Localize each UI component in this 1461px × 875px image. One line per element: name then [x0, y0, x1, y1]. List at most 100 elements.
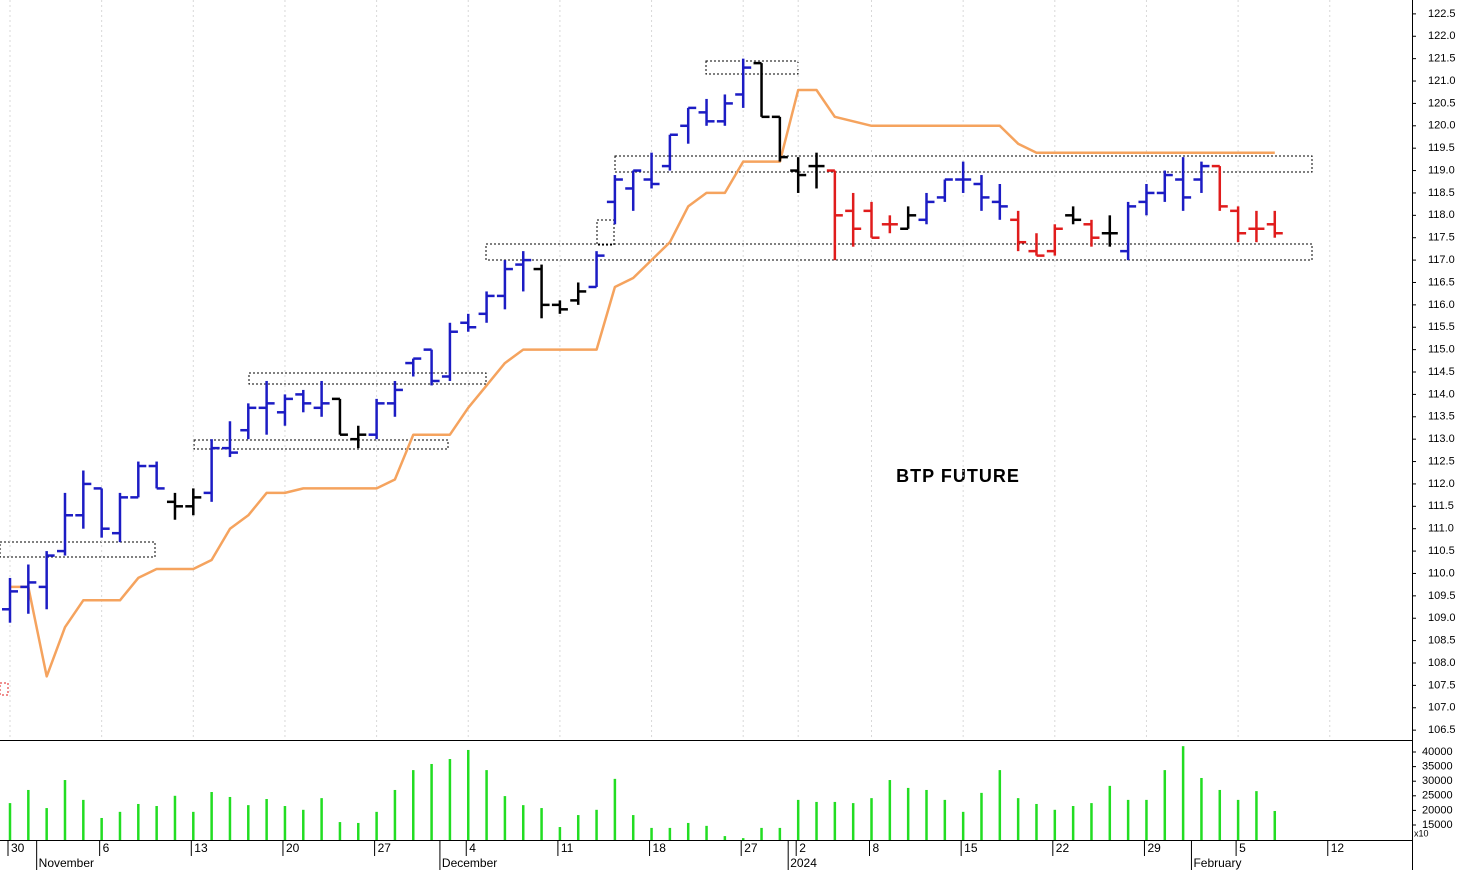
- volume-bar: [686, 822, 690, 840]
- ohlc-bar: [955, 161, 972, 193]
- ohlc-bar: [680, 106, 697, 144]
- volume-bar: [485, 770, 488, 840]
- y-tick-label: 107.0: [1428, 702, 1456, 714]
- volume-bar: [595, 809, 598, 840]
- volume-bar: [870, 798, 873, 840]
- ohlc-bar: [936, 178, 953, 202]
- ohlc-bar: [20, 564, 37, 614]
- ohlc-bar: [1138, 183, 1155, 216]
- volume-bar: [1200, 777, 1203, 840]
- volume-bar: [943, 799, 947, 840]
- y-tick-label: 30000: [1422, 775, 1453, 787]
- y-tick-label: 15000: [1422, 819, 1453, 831]
- y-tick-label: 111.5: [1428, 500, 1454, 512]
- volume-bar: [8, 803, 12, 840]
- range-box: [596, 219, 615, 246]
- x-tick-label: 18: [653, 841, 667, 855]
- y-tick-label: 114.5: [1428, 366, 1455, 378]
- ohlc-bar: [735, 58, 752, 108]
- volume-bar: [576, 815, 580, 840]
- volume-bar: [1255, 791, 1258, 840]
- volume-bar: [338, 822, 342, 840]
- y-tick-label: 118.0: [1428, 209, 1455, 221]
- ohlc-bar: [1248, 210, 1265, 243]
- volume-bar: [760, 827, 763, 840]
- ohlc-bar: [240, 403, 257, 440]
- ohlc-bar: [1046, 224, 1063, 256]
- ohlc-bar: [973, 175, 990, 211]
- ohlc-bar: [1010, 210, 1027, 252]
- ohlc-bar: [148, 461, 165, 490]
- ohlc-bar: [423, 348, 440, 386]
- x-tick-label: 27: [378, 841, 392, 855]
- ohlc-bar: [533, 264, 550, 319]
- range-box: [193, 439, 449, 450]
- ohlc-bar: [203, 439, 220, 502]
- y-tick-label: 113.0: [1428, 433, 1455, 445]
- y-tick-label: 115.5: [1428, 321, 1455, 333]
- volume-bar: [1090, 803, 1093, 840]
- y-tick-label: 111.0: [1428, 523, 1454, 535]
- ohlc-bar: [753, 61, 770, 119]
- y-tick-label: 110.5: [1428, 545, 1455, 557]
- x-tick-label: 29: [1147, 841, 1161, 855]
- ohlc-bar: [845, 192, 862, 247]
- volume-bar: [247, 805, 250, 840]
- volume-bar: [100, 817, 103, 840]
- y-tick-label: 119.5: [1428, 142, 1455, 154]
- y-tick-label: 109.0: [1428, 612, 1456, 624]
- volume-bar: [521, 805, 525, 840]
- ohlc-bar: [570, 282, 587, 305]
- volume-bar: [265, 799, 268, 840]
- y-tick-label: 110.0: [1428, 567, 1455, 579]
- x-tick-label: 12: [1331, 841, 1345, 855]
- volume-bar: [173, 795, 177, 840]
- ohlc-bar: [881, 215, 898, 234]
- ohlc-bar: [313, 380, 330, 417]
- volume-bar: [430, 763, 433, 840]
- ohlc-bar: [460, 313, 477, 332]
- volume-bar: [82, 799, 85, 840]
- y-tick-label: 116.5: [1428, 276, 1455, 288]
- ohlc-bar: [38, 551, 55, 610]
- range-box: [0, 541, 156, 558]
- ohlc-bar: [93, 487, 110, 538]
- x-tick-label: 5: [1239, 841, 1246, 855]
- volume-bar: [650, 827, 653, 840]
- ohlc-bar: [1230, 206, 1247, 243]
- volume-bar: [448, 759, 452, 840]
- x-tick-label: 27: [744, 841, 758, 855]
- ohlc-bar: [350, 425, 367, 449]
- x-tick-label: 15: [964, 841, 978, 855]
- range-box: [485, 243, 1313, 261]
- ohlc-bar: [808, 152, 825, 189]
- volume-bar: [540, 808, 543, 840]
- x-tick-label: 4: [469, 841, 476, 855]
- ohlc-bar: [551, 300, 568, 314]
- ohlc-bar: [643, 152, 660, 189]
- volume-bar: [631, 815, 635, 840]
- ohlc-bar: [258, 380, 275, 435]
- x-tick-label: 6: [103, 841, 110, 855]
- ohlc-bar: [331, 397, 348, 436]
- volume-bar: [558, 827, 562, 840]
- volume-bar: [503, 796, 507, 840]
- y-tick-label: 116.0: [1428, 299, 1455, 311]
- ohlc-bar: [166, 492, 183, 520]
- y-tick-label: 107.5: [1428, 679, 1456, 691]
- ohlc-bar: [111, 492, 128, 543]
- y-tick-label: 117.0: [1428, 254, 1455, 266]
- x-tick-label: 2: [799, 841, 806, 855]
- ohlc-bar: [515, 251, 532, 292]
- ohlc-bar: [1028, 233, 1045, 257]
- ohlc-bar: [625, 169, 642, 211]
- volume-bar: [1163, 770, 1167, 840]
- ohlc-bar: [1101, 215, 1118, 247]
- month-label: November: [39, 856, 94, 870]
- y-tick-label: 119.0: [1428, 164, 1455, 176]
- ohlc-bar: [790, 157, 807, 193]
- volume-bar: [118, 811, 122, 840]
- volume-bar: [906, 787, 910, 840]
